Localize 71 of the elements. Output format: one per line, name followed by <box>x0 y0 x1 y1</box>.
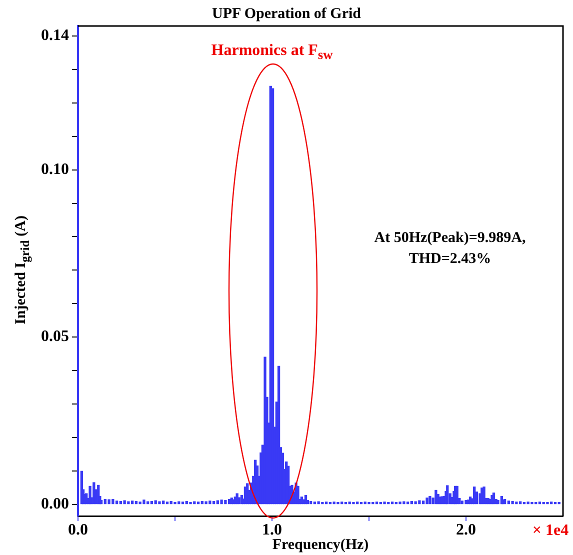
bar <box>460 500 464 504</box>
bar <box>238 497 240 504</box>
chart-title: UPF Operation of Grid <box>210 6 362 23</box>
bar <box>228 498 231 504</box>
bar <box>511 500 514 504</box>
x-tick-label: 1.0 <box>262 522 282 539</box>
bar <box>162 500 165 504</box>
bar <box>526 502 530 504</box>
y-tick-label: 0.00 <box>41 495 69 512</box>
bar <box>348 502 351 504</box>
bar <box>368 502 370 504</box>
bar <box>123 500 126 504</box>
bar <box>104 498 106 504</box>
bar <box>321 502 324 504</box>
bar <box>507 500 510 504</box>
bar <box>422 500 425 504</box>
bar <box>336 502 340 504</box>
bar <box>398 502 402 504</box>
bar <box>142 500 146 504</box>
bar <box>324 502 328 504</box>
bar <box>538 502 542 504</box>
bar <box>127 501 130 504</box>
bar <box>402 501 406 504</box>
bar <box>158 501 161 504</box>
bar <box>383 502 386 504</box>
bar <box>473 486 476 504</box>
bar <box>189 502 192 504</box>
bar <box>112 498 114 504</box>
bar <box>220 500 223 504</box>
bar <box>364 502 366 504</box>
bar <box>108 499 110 504</box>
bar <box>550 502 553 504</box>
bar <box>138 502 142 504</box>
bar <box>313 502 316 504</box>
bar <box>224 500 227 504</box>
bar <box>418 500 421 504</box>
bar <box>446 485 449 504</box>
bar <box>546 502 549 504</box>
bar <box>271 88 274 504</box>
annotation: At 50Hz(Peak)=9.989A, THD=2.43% <box>373 229 527 269</box>
bar <box>174 502 176 504</box>
bar <box>390 502 394 504</box>
text: × 1e4 <box>531 521 570 541</box>
bar <box>352 502 355 504</box>
bar <box>332 502 336 504</box>
x-tick-label: 0.0 <box>68 522 88 539</box>
bar <box>414 501 417 504</box>
bar <box>375 502 378 504</box>
x-axis-title: Frequency(Hz) <box>272 537 369 553</box>
bar <box>208 500 212 504</box>
bar <box>196 502 200 504</box>
bar <box>166 502 169 504</box>
bar <box>130 500 134 504</box>
bar <box>296 486 300 504</box>
y-tick-label: 0.10 <box>41 160 69 178</box>
bar <box>426 498 428 504</box>
bar <box>317 501 320 504</box>
annotation: Harmonics at F$_{sw}$ <box>210 41 334 64</box>
x-tick-label: 2.0 <box>456 522 476 539</box>
bar <box>530 502 534 504</box>
y-tick-label: 0.14 <box>41 27 69 44</box>
bar <box>356 502 359 504</box>
bar <box>515 502 518 504</box>
bar <box>181 502 184 504</box>
y-tick-label: 0.05 <box>41 328 69 346</box>
bar <box>406 502 410 504</box>
bar <box>464 500 468 504</box>
bar <box>428 496 432 504</box>
bar <box>115 500 118 504</box>
bar <box>204 501 208 504</box>
bar <box>340 502 344 504</box>
